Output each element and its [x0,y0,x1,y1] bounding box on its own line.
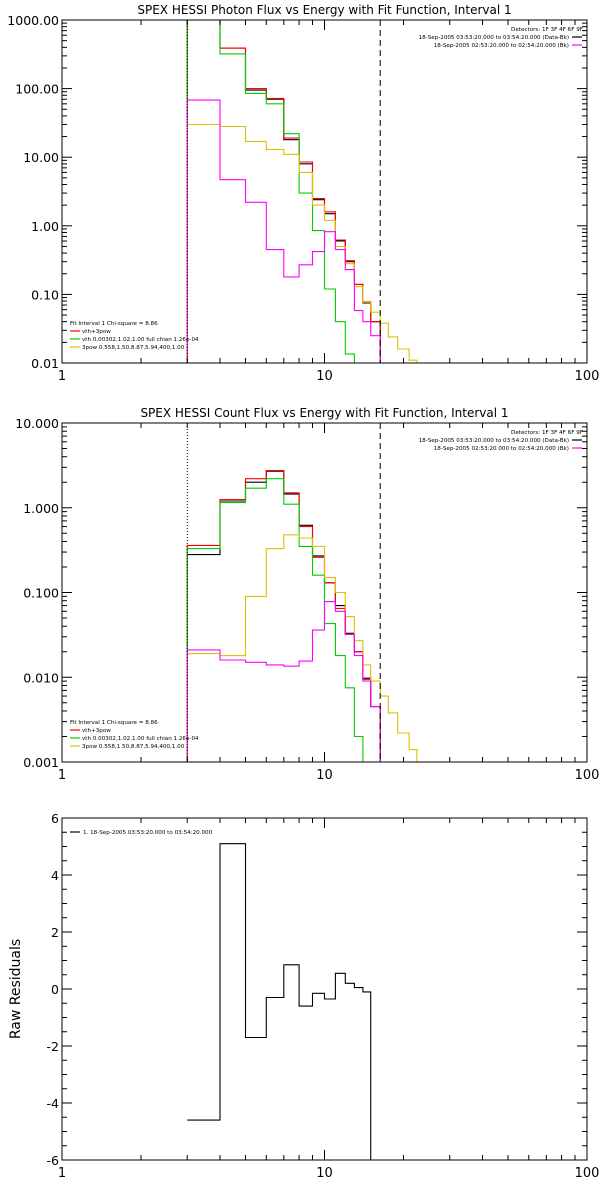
x-tick-label: 1 [58,369,66,384]
series-4 [186,99,381,363]
x-tick-label: 10 [316,369,333,384]
series-group [187,843,381,1160]
header-line-1: 18-Sep-2005 03:53:20.000 to 03:54:20.000… [419,35,569,41]
y-tick-label: 1.00 [31,219,59,234]
fit-legend-line-3: 3pow 0.558,1.50,8.87,5.94,400,1.00 [82,744,185,750]
series-group [186,469,425,762]
y-axis-label: Raw Residuals [8,939,24,1039]
y-tick-label: 2 [51,925,59,940]
series-3 [186,123,425,363]
fit-legend-line-2: vth 0.00302,1.02,1.00 full chian 1.26e-0… [82,736,199,742]
series-group [186,20,425,363]
y-tick-label: 0 [51,982,59,997]
header-line-0: Detectors: 1F 3F 4F 6F 9F [511,430,583,436]
fit-legend-line-1: vth+3pow [82,329,111,335]
y-tick-label: 0.10 [31,287,59,302]
series-0 [187,843,381,1160]
x-tick-label: 10 [316,768,333,783]
chart-panel-2: SPEX HESSI Count Flux vs Energy with Fit… [15,406,599,783]
legend-entry: 1. 18-Sep-2005 03:53:20.000 to 03:54:20.… [83,830,213,836]
chart-title: SPEX HESSI Count Flux vs Energy with Fit… [140,406,508,420]
plot-frame [61,817,588,1161]
x-tick-label: 100 [575,768,600,783]
series-4 [186,601,381,762]
header-line-0: Detectors: 1F 3F 4F 6F 9F [511,27,583,33]
y-tick-label: 0.100 [23,586,59,601]
y-tick-label: 1.000 [23,501,59,516]
series-2 [186,478,381,762]
chart-panel-1: SPEX HESSI Photon Flux vs Energy with Fi… [7,3,599,384]
y-tick-label: 0.01 [31,356,59,371]
y-tick-label: -2 [47,1039,59,1054]
fit-legend-line-1: vth+3pow [82,728,111,734]
x-tick-label: 100 [575,369,600,384]
series-1 [186,20,381,363]
y-tick-label: 4 [51,868,59,883]
x-tick-label: 1 [58,768,66,783]
header-line-2: 18-Sep-2005 02:53:20.000 to 02:54:20.000… [434,43,569,49]
series-3 [186,534,425,762]
fit-legend-line-0: Fit Interval 1 Chi-square = 8.86 [70,321,158,327]
chart-panel-3: 1 10 100 -6 -4 -2 0 2 4 6 Raw Residuals 1. 18-Sep-2… [8,811,599,1181]
fit-legend-line-0: Fit Interval 1 Chi-square = 8.86 [70,720,158,726]
y-tick-label: 0.001 [23,755,59,770]
chart-title: SPEX HESSI Photon Flux vs Energy with Fi… [137,3,511,17]
x-tick-label: 10 [316,1166,333,1181]
plot-frame [61,19,588,364]
y-tick-label: 10.000 [15,416,59,431]
header-line-1: 18-Sep-2005 03:53:20.000 to 03:54:20.000… [419,438,569,444]
header-line-2: 18-Sep-2005 02:53:20.000 to 02:54:20.000… [434,446,569,452]
y-tick-label: 100.00 [15,82,59,97]
series-0 [186,20,381,363]
fit-legend-line-2: vth 0.00302,1.02,1.00 full chian 1.26e-0… [82,337,199,343]
fit-legend-line-3: 3pow 0.558,1.50,8.87,5.94,400,1.00 [82,345,185,351]
y-tick-label: -4 [47,1096,60,1111]
y-tick-label: 1000.00 [7,13,59,28]
x-tick-label: 100 [575,1166,600,1181]
x-tick-label: 1 [58,1166,66,1181]
y-tick-label: 0.010 [23,670,59,685]
y-tick-label: 10.00 [23,150,59,165]
y-tick-label: -6 [47,1153,60,1168]
y-tick-label: 6 [51,811,59,826]
series-2 [186,20,381,363]
